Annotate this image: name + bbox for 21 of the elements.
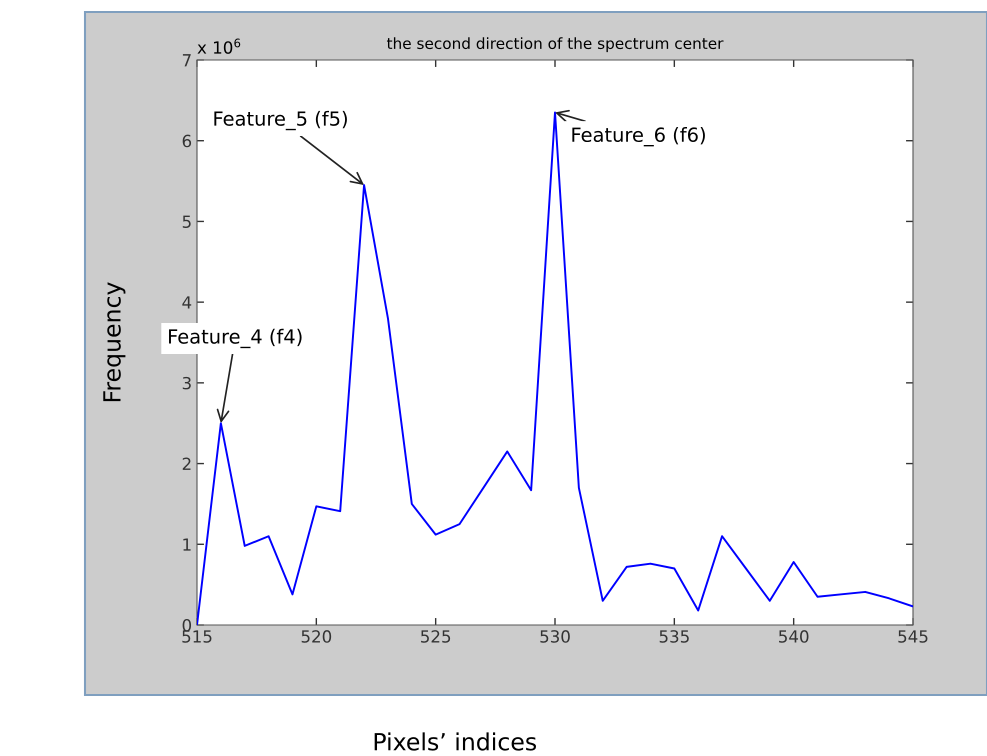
y-tick-label: 1 <box>183 538 191 551</box>
y-tick-label: 7 <box>182 54 191 66</box>
x-tick-label: 525 <box>421 630 450 643</box>
x-tick-label: 530 <box>540 630 570 643</box>
chart-title: the second direction of the spectrum center <box>386 37 724 52</box>
y-tick-label: 6 <box>182 134 192 148</box>
annotation: Feature_4 (f4) <box>169 328 302 348</box>
x-tick-label: 545 <box>898 630 928 643</box>
x-tick-label: 535 <box>660 630 689 643</box>
text: x 10$^{6}$ <box>197 38 240 54</box>
y-tick-label: 2 <box>182 458 190 470</box>
x-tick-label: 515 <box>182 630 212 643</box>
annotation: Feature_5 (f5) <box>214 110 347 130</box>
x-axis-title: Pixels’ indices <box>374 732 536 751</box>
y-tick-label: 3 <box>182 376 191 390</box>
x-tick-label: 540 <box>779 630 808 643</box>
x-tick-label: 520 <box>302 630 332 643</box>
annotation: Feature_6 (f6) <box>572 127 705 146</box>
y-tick-label: 5 <box>182 216 191 228</box>
y-tick-label: 4 <box>182 296 192 308</box>
y-axis-title: Frequency <box>103 282 126 402</box>
